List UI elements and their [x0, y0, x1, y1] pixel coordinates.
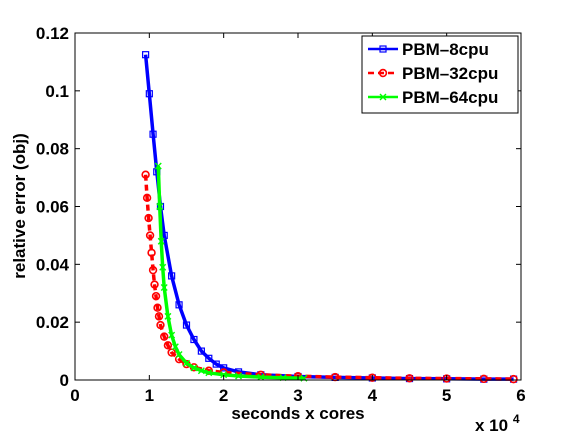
data-point	[156, 203, 164, 210]
legend-entry: PBM–8cpu	[402, 40, 489, 59]
x-multiplier-exponent: 4	[513, 412, 520, 426]
y-tick-label: 0.1	[45, 82, 69, 101]
data-point	[163, 341, 173, 350]
x-tick-label: 2	[219, 386, 228, 405]
x-tick-label: 4	[368, 386, 378, 405]
data-point	[157, 237, 165, 245]
data-point	[148, 265, 158, 275]
y-tick-label: 0.02	[36, 313, 69, 332]
data-point	[145, 90, 153, 98]
data-point	[151, 291, 161, 301]
data-point	[235, 372, 243, 380]
y-tick-label: 0.12	[36, 24, 69, 43]
y-axis-label: relative error (obj)	[10, 133, 29, 279]
x-tick-label: 1	[145, 386, 154, 405]
data-point	[405, 374, 414, 383]
y-tick-label: 0.06	[36, 198, 69, 217]
data-point	[197, 367, 205, 375]
data-point	[147, 248, 156, 257]
data-point	[509, 374, 518, 384]
legend-entry: PBM–64cpu	[402, 88, 498, 107]
series-line	[143, 174, 514, 381]
data-point	[156, 320, 165, 330]
data-point	[182, 321, 191, 329]
y-tick-label: 0	[60, 371, 69, 390]
data-point	[164, 312, 172, 320]
data-point	[160, 332, 169, 341]
legend-marker	[379, 93, 387, 101]
x-multiplier: x 10 4	[475, 412, 520, 432]
data-point	[142, 51, 150, 59]
data-point	[220, 364, 228, 372]
data-point	[205, 354, 213, 362]
series-3	[154, 162, 308, 382]
data-point	[175, 301, 183, 309]
data-point	[145, 231, 155, 240]
data-point	[159, 263, 167, 271]
data-point	[220, 371, 228, 379]
ticks-layer: 0 1 2 3 4 5 6 0 0.02 0.04 0.06 0.08 0.1 0.12	[36, 24, 526, 405]
series-line	[156, 165, 304, 381]
data-point	[144, 213, 153, 223]
series-layer	[141, 51, 518, 384]
data-point	[154, 162, 162, 170]
x-tick-label: 6	[516, 386, 525, 405]
data-point	[479, 374, 489, 384]
data-point	[212, 360, 220, 368]
data-point	[330, 372, 340, 382]
data-point	[171, 343, 179, 351]
data-point	[141, 170, 150, 179]
data-point	[149, 130, 157, 138]
data-point	[368, 373, 377, 382]
data-point	[142, 193, 152, 203]
data-point	[160, 283, 168, 291]
data-point	[257, 373, 265, 381]
data-point	[183, 359, 190, 367]
y-tick-label: 0.04	[36, 255, 70, 274]
legend: PBM–8cpu PBM–32cpu PBM–64cpu	[361, 35, 519, 114]
x-tick-label: 3	[293, 386, 302, 405]
data-point	[168, 331, 176, 339]
data-point	[190, 335, 198, 344]
data-point	[153, 303, 162, 312]
x-axis-label: seconds x cores	[231, 404, 364, 423]
data-point	[205, 369, 213, 377]
data-point	[197, 347, 205, 355]
x-multiplier-base: x 10	[475, 416, 508, 432]
data-point	[154, 312, 164, 321]
data-point	[150, 280, 159, 289]
legend-marker	[378, 68, 388, 78]
data-point	[167, 348, 176, 357]
x-tick-label: 0	[70, 386, 79, 405]
series-2	[141, 170, 518, 384]
legend-entry: PBM–32cpu	[402, 64, 498, 83]
x-tick-label: 5	[442, 386, 451, 405]
data-point	[190, 364, 198, 372]
legend-marker	[379, 45, 387, 53]
data-point	[175, 351, 183, 359]
data-point	[168, 272, 176, 280]
y-tick-label: 0.08	[36, 140, 69, 159]
